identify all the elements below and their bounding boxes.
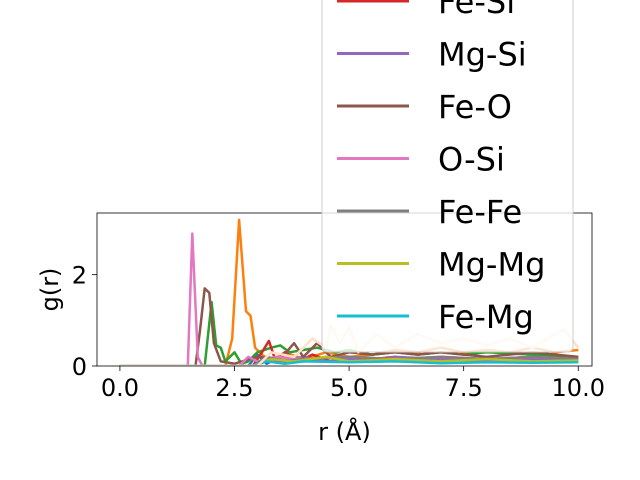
x-tick-label: 0.0 bbox=[101, 374, 139, 402]
legend-label: Mg-Mg bbox=[438, 246, 545, 284]
legend-label: Fe-O bbox=[438, 88, 512, 126]
legend-label: Fe-Mg bbox=[438, 298, 534, 336]
legend-label: Fe-Fe bbox=[438, 193, 522, 231]
x-tick-label: 2.5 bbox=[215, 374, 253, 402]
x-tick-label: 5.0 bbox=[330, 374, 368, 402]
x-tick-label: 7.5 bbox=[445, 374, 483, 402]
legend-label: O-Si bbox=[438, 141, 505, 179]
legend-label: Fe-Si bbox=[438, 0, 515, 21]
x-tick-label: 10.0 bbox=[552, 374, 605, 402]
y-axis-label: g(r) bbox=[36, 268, 64, 312]
ticks-layer: 0.0 2.5 5.0 7.5 10.0 0 2 bbox=[72, 262, 605, 402]
series-line-fe-o bbox=[119, 287, 579, 366]
legend: Fe-Si Mg-Si Fe-O O-Si Fe-Fe Mg-Mg Fe-Mg bbox=[321, 0, 574, 353]
series-layer bbox=[119, 218, 580, 366]
y-tick-label: 0 bbox=[72, 353, 87, 381]
x-axis-label: r (Å) bbox=[318, 417, 371, 446]
y-tick-label: 2 bbox=[72, 262, 87, 290]
legend-label: Mg-Si bbox=[438, 36, 527, 74]
